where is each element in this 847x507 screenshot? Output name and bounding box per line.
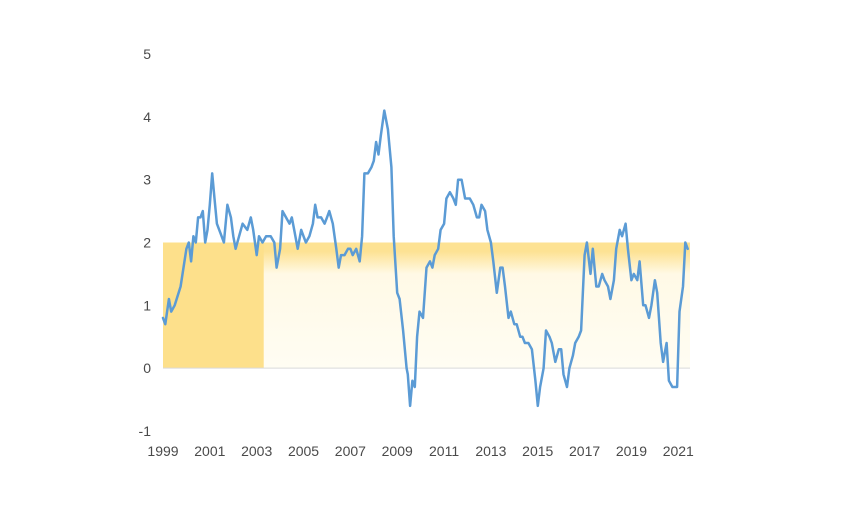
- x-axis-ticks: 1999 2001 2003 2005 2007 2009 2011 2013 2015 2017…: [147, 443, 694, 459]
- x-tick-label: 2013: [475, 443, 506, 459]
- x-tick-label: 2021: [663, 443, 694, 459]
- y-tick-label: 5: [143, 46, 151, 62]
- x-tick-label: 2003: [241, 443, 272, 459]
- y-tick-label: 1: [143, 297, 151, 313]
- series-line: [161, 109, 689, 408]
- y-tick-label: 3: [143, 172, 151, 188]
- x-tick-label: 2015: [522, 443, 553, 459]
- y-tick-label: 2: [143, 235, 151, 251]
- y-tick-label: 0: [143, 360, 151, 376]
- y-tick-label: -1: [139, 423, 152, 439]
- x-tick-label: 2017: [569, 443, 600, 459]
- x-tick-label: 2019: [616, 443, 647, 459]
- x-tick-label: 1999: [147, 443, 178, 459]
- series-layer: [161, 109, 689, 408]
- early-period-band: [163, 242, 264, 369]
- bands-layer: [163, 242, 690, 369]
- x-tick-label: 2011: [429, 443, 459, 459]
- x-tick-label: 2009: [382, 443, 413, 459]
- y-axis-ticks: 5 4 3 2 1 0 -1: [139, 46, 152, 439]
- x-tick-label: 2007: [335, 443, 366, 459]
- x-tick-label: 2005: [288, 443, 319, 459]
- y-tick-label: 4: [143, 109, 151, 125]
- x-tick-label: 2001: [194, 443, 225, 459]
